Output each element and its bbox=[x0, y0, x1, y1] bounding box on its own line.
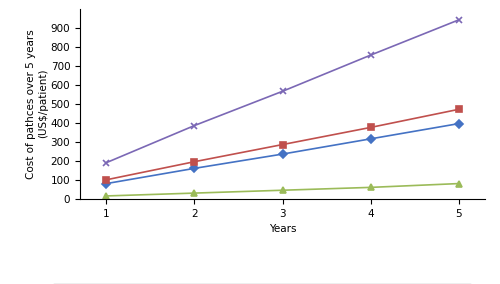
X-axis label: Years: Years bbox=[269, 224, 296, 234]
Anisometropia bbox=[368, 186, 374, 189]
(Mixed) amblyopia bbox=[456, 108, 462, 111]
Line: (Mixed) amblyopia: (Mixed) amblyopia bbox=[104, 106, 462, 183]
Line: Anisometropia: Anisometropia bbox=[104, 181, 462, 199]
Congenital cataract bbox=[368, 53, 374, 57]
Anisometropia bbox=[456, 182, 462, 185]
Strabismus bbox=[456, 122, 462, 125]
(Mixed) amblyopia bbox=[192, 160, 198, 163]
Strabismus bbox=[368, 137, 374, 141]
Strabismus bbox=[104, 182, 110, 185]
Line: Congenital cataract: Congenital cataract bbox=[104, 17, 462, 165]
Y-axis label: Cost of pathces over 5 years
(US$/patient): Cost of pathces over 5 years (US$/patien… bbox=[26, 29, 48, 179]
(Mixed) amblyopia bbox=[280, 143, 285, 146]
Anisometropia bbox=[192, 191, 198, 195]
Line: Strabismus: Strabismus bbox=[104, 121, 462, 186]
Congenital cataract bbox=[104, 161, 110, 164]
Congenital cataract bbox=[192, 124, 198, 127]
(Mixed) amblyopia bbox=[368, 126, 374, 129]
Anisometropia bbox=[104, 194, 110, 198]
Strabismus bbox=[280, 153, 285, 156]
Anisometropia bbox=[280, 189, 285, 192]
(Mixed) amblyopia bbox=[104, 178, 110, 181]
Strabismus bbox=[192, 167, 198, 170]
Congenital cataract bbox=[280, 89, 285, 93]
Congenital cataract bbox=[456, 18, 462, 22]
